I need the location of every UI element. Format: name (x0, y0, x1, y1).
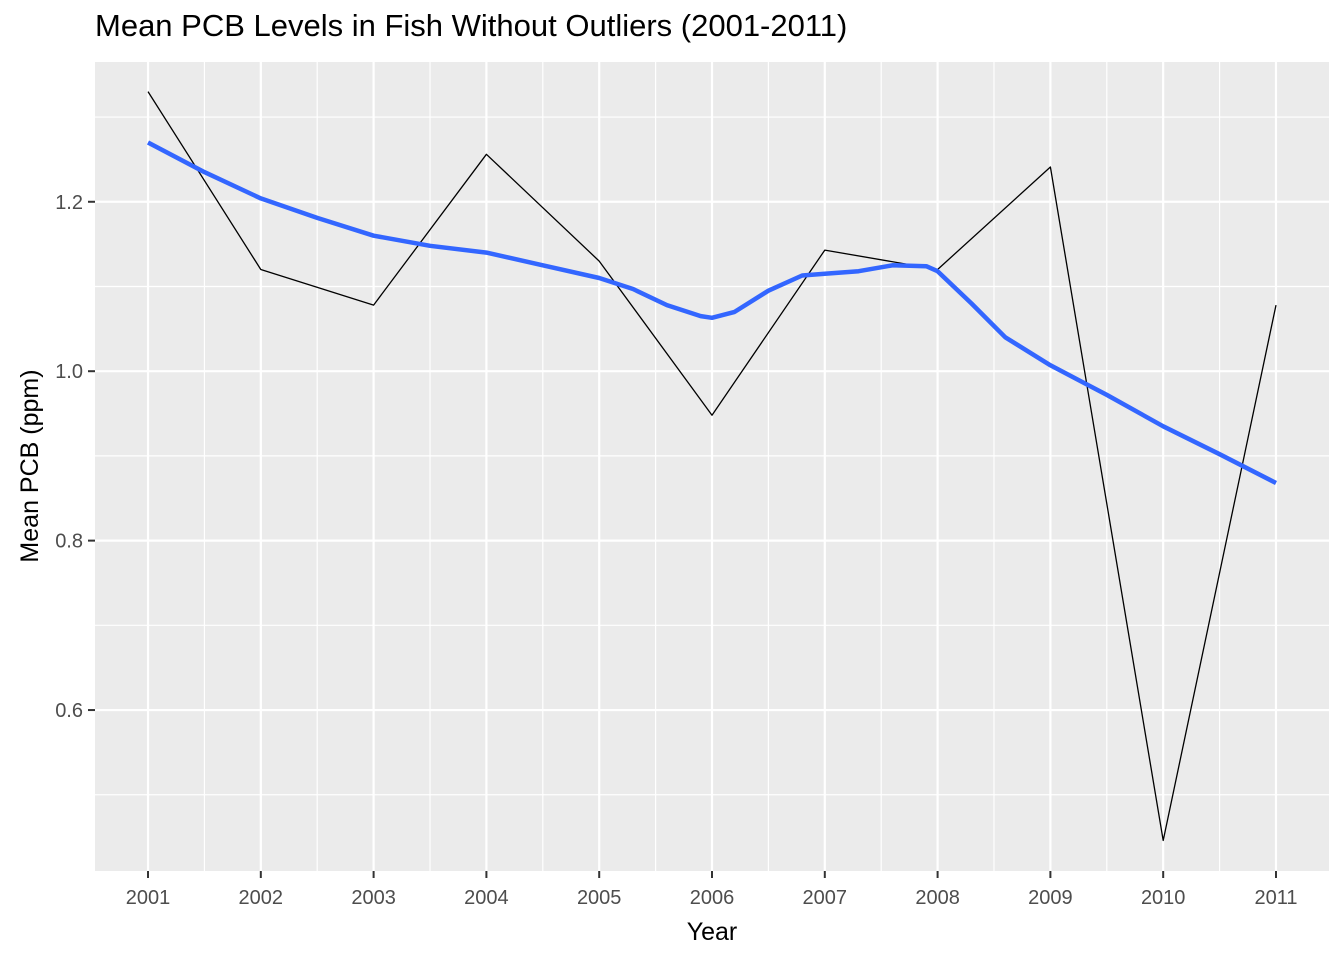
y-axis-title: Mean PCB (ppm) (16, 369, 44, 562)
x-tick-label: 2002 (239, 887, 284, 909)
x-tick-label: 2008 (915, 887, 960, 909)
x-tick-label: 2003 (351, 887, 396, 909)
x-tick-label: 2009 (1028, 887, 1073, 909)
chart-title: Mean PCB Levels in Fish Without Outliers… (95, 8, 848, 43)
y-tick-label: 1.0 (55, 361, 83, 383)
x-tick-label: 2001 (126, 887, 171, 909)
smooth-trend-line (146, 140, 1278, 486)
x-tick-label: 2011 (1254, 887, 1297, 909)
y-tick-label: 0.8 (55, 531, 83, 553)
y-tick-labels: 0.6 0.8 1.0 1.2 (55, 192, 83, 722)
x-axis-title: Year (687, 918, 738, 946)
axis-ticks (88, 200, 1277, 878)
x-tick-label: 2006 (690, 887, 735, 909)
x-tick-label: 2005 (577, 887, 622, 909)
y-tick-label: 0.6 (55, 700, 83, 722)
x-tick-label: 2010 (1141, 887, 1186, 909)
observed-series-line (147, 91, 1277, 842)
major-gridlines (95, 62, 1329, 871)
x-tick-label: 2007 (803, 887, 848, 909)
y-tick-label: 1.2 (55, 192, 83, 214)
series-layer (146, 91, 1278, 842)
x-tick-label: 2004 (464, 887, 509, 909)
x-tick-labels: 2001 2002 2003 2004 2005 2006 2007 2008 2009 2010… (126, 887, 1298, 909)
